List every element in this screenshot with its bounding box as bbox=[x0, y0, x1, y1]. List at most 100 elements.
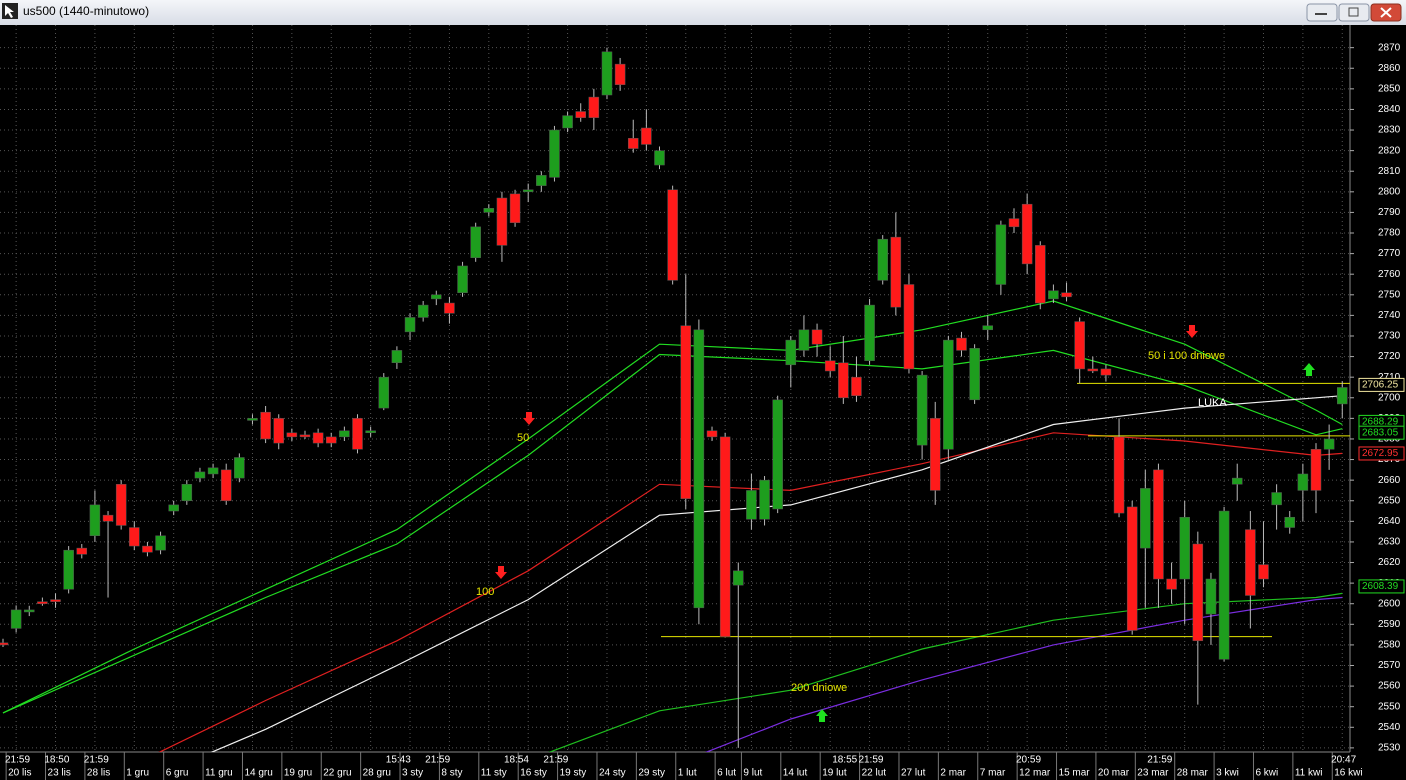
candle-body bbox=[969, 348, 980, 401]
candle-body bbox=[444, 302, 455, 314]
x-tick-label: 7 mar bbox=[980, 768, 1006, 779]
candle-body bbox=[1323, 438, 1335, 450]
candle-body bbox=[0, 642, 9, 646]
candle-body bbox=[890, 236, 902, 308]
y-tick-label: 2870 bbox=[1378, 42, 1401, 53]
x-tick-label: 28 mar bbox=[1177, 768, 1209, 779]
minimize-button[interactable] bbox=[1306, 3, 1338, 22]
candle-body bbox=[943, 339, 954, 450]
buy-arrow bbox=[1303, 363, 1315, 376]
y-tick-label: 2790 bbox=[1378, 207, 1401, 218]
price-label-box bbox=[1358, 579, 1405, 594]
candle-body bbox=[746, 490, 757, 520]
y-tick-label: 2720 bbox=[1378, 351, 1401, 362]
candle-body bbox=[929, 418, 941, 491]
restore-icon bbox=[1348, 7, 1359, 17]
y-tick-label: 2850 bbox=[1378, 83, 1401, 94]
candle-body bbox=[247, 418, 258, 421]
candle-body bbox=[1061, 292, 1072, 298]
y-tick-label: 2810 bbox=[1378, 166, 1401, 177]
candle-body bbox=[1126, 506, 1138, 631]
candle-body bbox=[772, 399, 783, 510]
y-tick-label: 2730 bbox=[1378, 331, 1401, 342]
candle-body bbox=[877, 238, 888, 281]
price-label: 2608.39 bbox=[1362, 581, 1399, 592]
candle-body bbox=[562, 115, 573, 129]
candle-body bbox=[838, 362, 849, 399]
candle-body bbox=[903, 284, 915, 370]
candle-body bbox=[1310, 449, 1322, 491]
time-label: 18:55 bbox=[832, 755, 857, 766]
candle-body bbox=[1048, 290, 1059, 300]
x-tick-label: 8 sty bbox=[441, 768, 462, 779]
candle-body bbox=[864, 304, 875, 361]
candle-body bbox=[1218, 510, 1230, 660]
x-tick-label: 2 mar bbox=[940, 768, 966, 779]
x-tick-label: 28 gru bbox=[363, 768, 391, 779]
candle-body bbox=[457, 265, 468, 293]
time-label: 21:59 bbox=[425, 755, 450, 766]
y-tick-label: 2560 bbox=[1378, 681, 1401, 692]
candle-body bbox=[339, 430, 350, 438]
time-label: 15:43 bbox=[386, 755, 411, 766]
time-label: 21:59 bbox=[1147, 755, 1172, 766]
candle-body bbox=[733, 570, 744, 586]
candle-body bbox=[129, 527, 140, 547]
candle-body bbox=[1087, 368, 1099, 372]
grid bbox=[0, 25, 1350, 752]
candle-body bbox=[995, 224, 1007, 285]
moving-average-line bbox=[158, 432, 1343, 752]
x-tick-label: 11 sty bbox=[481, 768, 507, 779]
candle-body bbox=[549, 129, 560, 178]
y-tick-label: 2540 bbox=[1378, 722, 1401, 733]
x-tick-label: 22 gru bbox=[323, 768, 351, 779]
candle-body bbox=[10, 609, 22, 629]
candle-body bbox=[37, 601, 48, 604]
annotations: 50 i 100 dniowe LUKA 50 100 200 dniowe bbox=[476, 325, 1315, 722]
candle-body bbox=[982, 325, 993, 331]
candle-body bbox=[50, 599, 61, 602]
candle-body bbox=[1100, 368, 1112, 376]
y-tick-label: 2760 bbox=[1378, 269, 1401, 280]
candle-body bbox=[1179, 516, 1190, 580]
candle-body bbox=[654, 150, 665, 166]
time-label: 18:54 bbox=[504, 755, 529, 766]
price-label: 2688.29 bbox=[1362, 417, 1399, 428]
x-tick-label: 23 mar bbox=[1137, 768, 1169, 779]
moving-average-line bbox=[548, 592, 1343, 752]
candle-body bbox=[312, 432, 324, 444]
indicators bbox=[2, 300, 1343, 752]
candle-body bbox=[1271, 492, 1282, 506]
moving-average-line bbox=[705, 596, 1343, 752]
restore-button[interactable] bbox=[1338, 3, 1370, 22]
x-tick-label: 6 kwi bbox=[1255, 768, 1278, 779]
y-tick-label: 2860 bbox=[1378, 63, 1401, 74]
candle-body bbox=[811, 329, 823, 345]
time-label: 21:59 bbox=[543, 755, 568, 766]
y-tick-label: 2710 bbox=[1378, 372, 1401, 383]
candle-body bbox=[627, 138, 639, 149]
y-tick-label: 2820 bbox=[1378, 145, 1401, 156]
candle-body bbox=[299, 434, 311, 438]
time-label: 21:59 bbox=[84, 755, 109, 766]
y-tick-label: 2530 bbox=[1378, 743, 1401, 754]
x-tick-label: 3 kwi bbox=[1216, 768, 1239, 779]
x-tick-label: 27 lut bbox=[901, 768, 926, 779]
candle-body bbox=[693, 329, 705, 609]
x-tick-label: 19 gru bbox=[284, 768, 312, 779]
candle-body bbox=[1337, 387, 1348, 405]
candle-body bbox=[391, 350, 403, 364]
candle-body bbox=[798, 329, 810, 351]
candle-body bbox=[352, 418, 363, 450]
x-tick-label: 6 gru bbox=[166, 768, 189, 779]
y-tick-label: 2590 bbox=[1378, 619, 1401, 630]
candle-body bbox=[207, 467, 219, 475]
x-tick-label: 9 lut bbox=[743, 768, 762, 779]
moving-average-line bbox=[210, 395, 1343, 752]
sell-arrow bbox=[495, 566, 507, 579]
y-tick-label: 2620 bbox=[1378, 557, 1401, 568]
candle-body bbox=[667, 189, 678, 281]
annotation: 100 bbox=[476, 586, 494, 598]
